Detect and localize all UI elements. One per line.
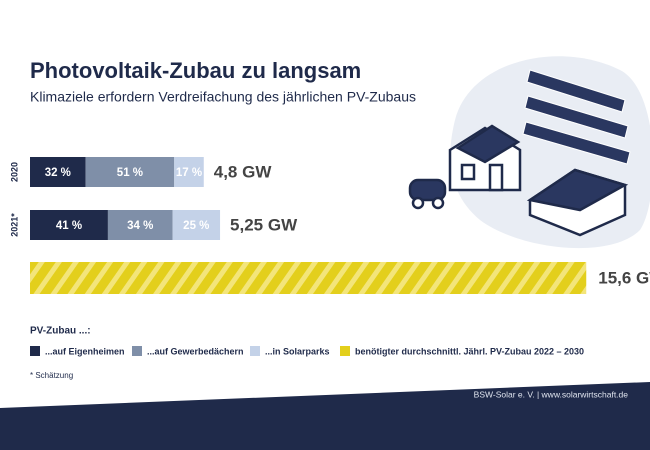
bar-segment	[174, 157, 204, 187]
legend-label: benötigter durchschnittl. Jährl. PV-Zuba…	[355, 346, 584, 356]
segment-label: 34 %	[127, 220, 153, 232]
segment-label: 51 %	[117, 167, 143, 179]
legend-swatch	[30, 346, 40, 356]
segment-label: 17 %	[176, 167, 202, 179]
footnote: * Schätzung	[30, 371, 73, 380]
legend-title: PV-Zubau ...:	[30, 326, 91, 337]
legend-swatch	[132, 346, 142, 356]
legend-swatch	[340, 346, 350, 356]
bar-segment	[107, 210, 173, 240]
category-label: 2020	[9, 162, 19, 182]
target-label: 15,6 GW	[598, 268, 650, 287]
segment-label: 25 %	[183, 220, 209, 232]
legend-label: ...auf Gewerbedächern	[147, 346, 244, 356]
segment-label: 41 %	[56, 220, 82, 232]
legend-label: ...auf Eigenheimen	[45, 346, 125, 356]
bar-segment	[30, 157, 86, 187]
legend-swatch	[250, 346, 260, 356]
illustration	[408, 56, 650, 249]
bar-segment	[30, 210, 108, 240]
segment-label: 32 %	[45, 167, 71, 179]
chart-subtitle: Klimaziele erfordern Verdreifachung des …	[30, 89, 416, 105]
footer-band	[0, 382, 650, 450]
chart-title: Photovoltaik-Zubau zu langsam	[30, 58, 361, 83]
bar-segment	[172, 210, 221, 240]
category-label: 2021*	[9, 213, 19, 237]
source: BSW-Solar e. V. | www.solarwirtschaft.de	[474, 389, 629, 399]
total-label: 4,8 GW	[214, 162, 273, 181]
target-bar	[30, 262, 587, 294]
bar-segment	[85, 157, 175, 187]
legend-label: ...in Solarparks	[265, 346, 330, 356]
total-label: 5,25 GW	[230, 215, 298, 234]
